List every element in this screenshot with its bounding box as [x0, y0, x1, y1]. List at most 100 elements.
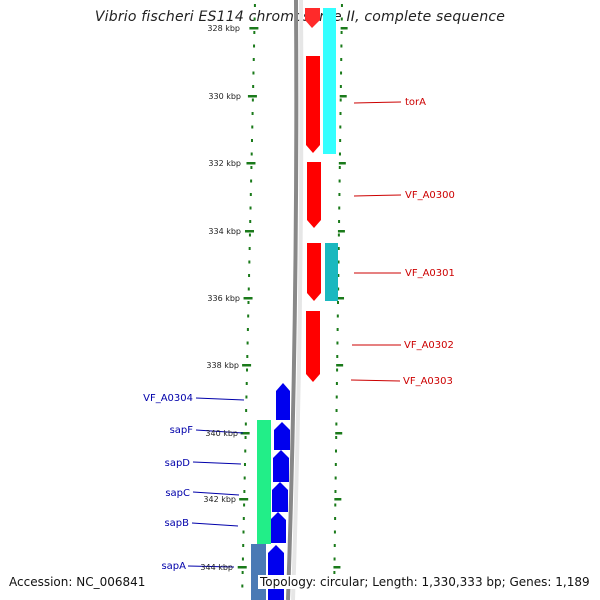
scale-dot [336, 301, 339, 304]
gene-label-vf-a0304[interactable]: VF_A0304 [143, 393, 193, 404]
scale-dot [249, 220, 252, 223]
scale-dot [340, 58, 343, 61]
leader-line [187, 565, 235, 568]
scale-dot [335, 449, 338, 453]
leader-line [192, 461, 242, 465]
gene-arrow-sapf [274, 422, 290, 450]
scale-dot [339, 85, 342, 88]
scale-dot [244, 422, 247, 426]
green-feature-block [257, 420, 271, 544]
scale-tick [242, 364, 252, 367]
scale-dot [335, 382, 338, 385]
scale-tick [249, 27, 259, 30]
scale-dot [337, 260, 340, 264]
scale-dot [249, 193, 252, 196]
scale-dot [251, 125, 254, 129]
gene-arrow-sapc [272, 482, 288, 512]
scale-dot [337, 287, 340, 291]
scale-dot [336, 314, 339, 318]
reverse-label-leaders [187, 397, 245, 568]
cyan-feature-block [323, 8, 336, 154]
gene-label-sapd[interactable]: sapD [165, 458, 191, 469]
scale-dot [334, 490, 337, 493]
scale-dot [250, 152, 253, 156]
gene-arrow-vf-a0301 [307, 243, 321, 301]
tick-label: 342 kbp [203, 495, 236, 504]
gene-arrow-sapd [273, 450, 289, 482]
gene-label-sapb[interactable]: sapB [164, 518, 189, 529]
accession-text: Accession: NC_006841 [7, 575, 148, 589]
scale-dot [250, 139, 253, 142]
scale-tick [247, 95, 257, 98]
scale-dot [245, 382, 248, 385]
scale-tick [246, 162, 256, 165]
gene-label-sapf[interactable]: sapF [170, 425, 194, 436]
scale-dot [244, 436, 247, 439]
tick-label: 336 kbp [207, 294, 240, 303]
scale-tick [338, 162, 346, 165]
right-scale [333, 4, 348, 588]
feature-track-cyan [323, 8, 338, 301]
scale-tick [240, 432, 250, 435]
scale-dot [336, 368, 339, 372]
scale-dot [241, 557, 244, 561]
leader-line [192, 491, 240, 496]
tick-label: 338 kbp [206, 361, 239, 370]
scale-tick [335, 432, 343, 435]
scale-tick [239, 498, 249, 501]
scale-dot [248, 247, 251, 250]
teal-feature-block [325, 243, 338, 301]
gene-arrow-top [305, 8, 320, 28]
gene-arrow-vf-a0302 [306, 311, 320, 382]
scale-dot [248, 274, 251, 277]
scale-dot [333, 557, 336, 561]
scale-dot [339, 112, 342, 115]
scale-tick [334, 498, 342, 501]
scale-tick [244, 230, 254, 233]
scale-dot [340, 17, 343, 21]
leader-line [353, 101, 402, 104]
scale-tick [333, 566, 341, 569]
scale-dot [243, 463, 246, 466]
gene-label-tora[interactable]: torA [405, 97, 426, 108]
scale-dot [336, 341, 339, 345]
gene-label-vf-a0300[interactable]: VF_A0300 [405, 190, 455, 201]
scale-dot [246, 341, 249, 345]
gene-label-vf-a0301[interactable]: VF_A0301 [405, 268, 455, 279]
scale-dot [333, 571, 336, 574]
steel-feature-block [251, 544, 266, 600]
gene-arrow-sapa [268, 545, 284, 600]
gene-label-vf-a0302[interactable]: VF_A0302 [404, 340, 454, 351]
gene-arrow-sapb [270, 512, 286, 543]
leader-line [350, 379, 401, 382]
scale-dot [241, 571, 244, 574]
left-scale [237, 4, 259, 588]
gene-label-sapc[interactable]: sapC [165, 488, 190, 499]
scale-dot [252, 85, 255, 88]
scale-dot [335, 409, 338, 412]
scale-dot [245, 409, 248, 412]
gene-arrow-vf-a0304 [276, 383, 290, 420]
scale-dot [242, 530, 245, 534]
gene-label-vf-a0303[interactable]: VF_A0303 [403, 376, 453, 387]
scale-dot [335, 422, 338, 426]
chromosome-backbone-shadow [291, 0, 304, 600]
scale-dot [253, 4, 256, 7]
scale-dot [247, 301, 250, 304]
scale-dot [337, 274, 340, 277]
scale-tick [243, 297, 253, 300]
gene-label-sapa[interactable]: sapA [161, 561, 186, 572]
scale-dot [250, 166, 253, 169]
leader-line [195, 397, 245, 401]
scale-dot [242, 544, 245, 547]
scale-dot [338, 152, 341, 156]
tick-label: 332 kbp [208, 159, 241, 168]
scale-dot [339, 98, 342, 102]
scale-dot [242, 517, 245, 520]
scale-dot [249, 206, 252, 210]
leader-line [195, 429, 244, 434]
scale-dot [253, 44, 256, 48]
scale-dot [337, 233, 340, 237]
scale-dot [246, 368, 249, 372]
